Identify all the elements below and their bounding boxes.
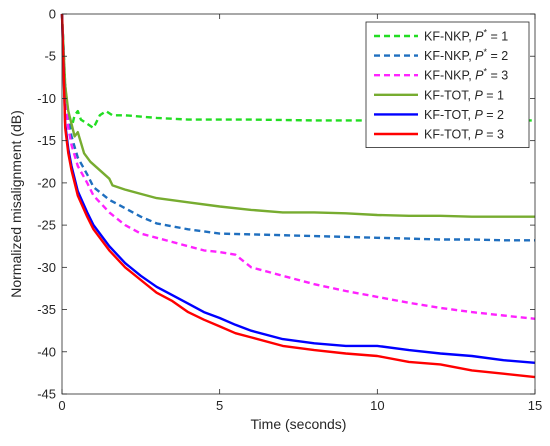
x-tick-label: 5 [216, 398, 223, 413]
y-tick-label: -20 [37, 175, 56, 190]
y-tick-label: -10 [37, 91, 56, 106]
series-line-1 [60, 13, 535, 130]
legend-label-1: KF-NKP, P* = 1 [424, 28, 508, 44]
legend-label-4: KF-TOT, P = 1 [424, 88, 504, 102]
axis-ticks: 0 5 10 15 0 -5 -10 -15 -20 -25 -30 -35 -40 -45 [37, 7, 542, 414]
x-tick-label: 10 [370, 398, 384, 413]
y-tick-label: -5 [44, 49, 56, 64]
y-tick-label: 0 [49, 7, 56, 22]
legend-label-3: KF-NKP, P* = 3 [424, 67, 508, 83]
series-lines [60, 13, 536, 379]
series-line-6 [60, 13, 536, 379]
x-axis-label: Time (seconds) [251, 416, 347, 432]
y-tick-label: -35 [37, 302, 56, 317]
series-line-4 [60, 13, 535, 218]
x-tick-label: 0 [58, 398, 65, 413]
series-line-5 [60, 13, 536, 364]
legend-label-2: KF-NKP, P* = 2 [424, 47, 508, 63]
y-tick-label: -45 [37, 387, 56, 402]
legend-label-5: KF-TOT, P = 2 [424, 108, 504, 122]
y-tick-label: -15 [37, 133, 56, 148]
plot-frame [61, 13, 536, 395]
x-tick-label: 15 [528, 398, 542, 413]
y-tick-label: -25 [37, 218, 56, 233]
series-line-2 [60, 13, 535, 242]
legend: KF-NKP, P* = 1 KF-NKP, P* = 2 KF-NKP, P* =… [365, 21, 530, 148]
legend-label-6: KF-TOT, P = 3 [424, 128, 504, 142]
series-line-3 [60, 13, 536, 320]
y-axis-label: Normalized misalignment (dB) [8, 110, 24, 298]
y-tick-label: -30 [37, 260, 56, 275]
y-tick-label: -40 [37, 344, 56, 359]
legend-box [365, 21, 530, 148]
